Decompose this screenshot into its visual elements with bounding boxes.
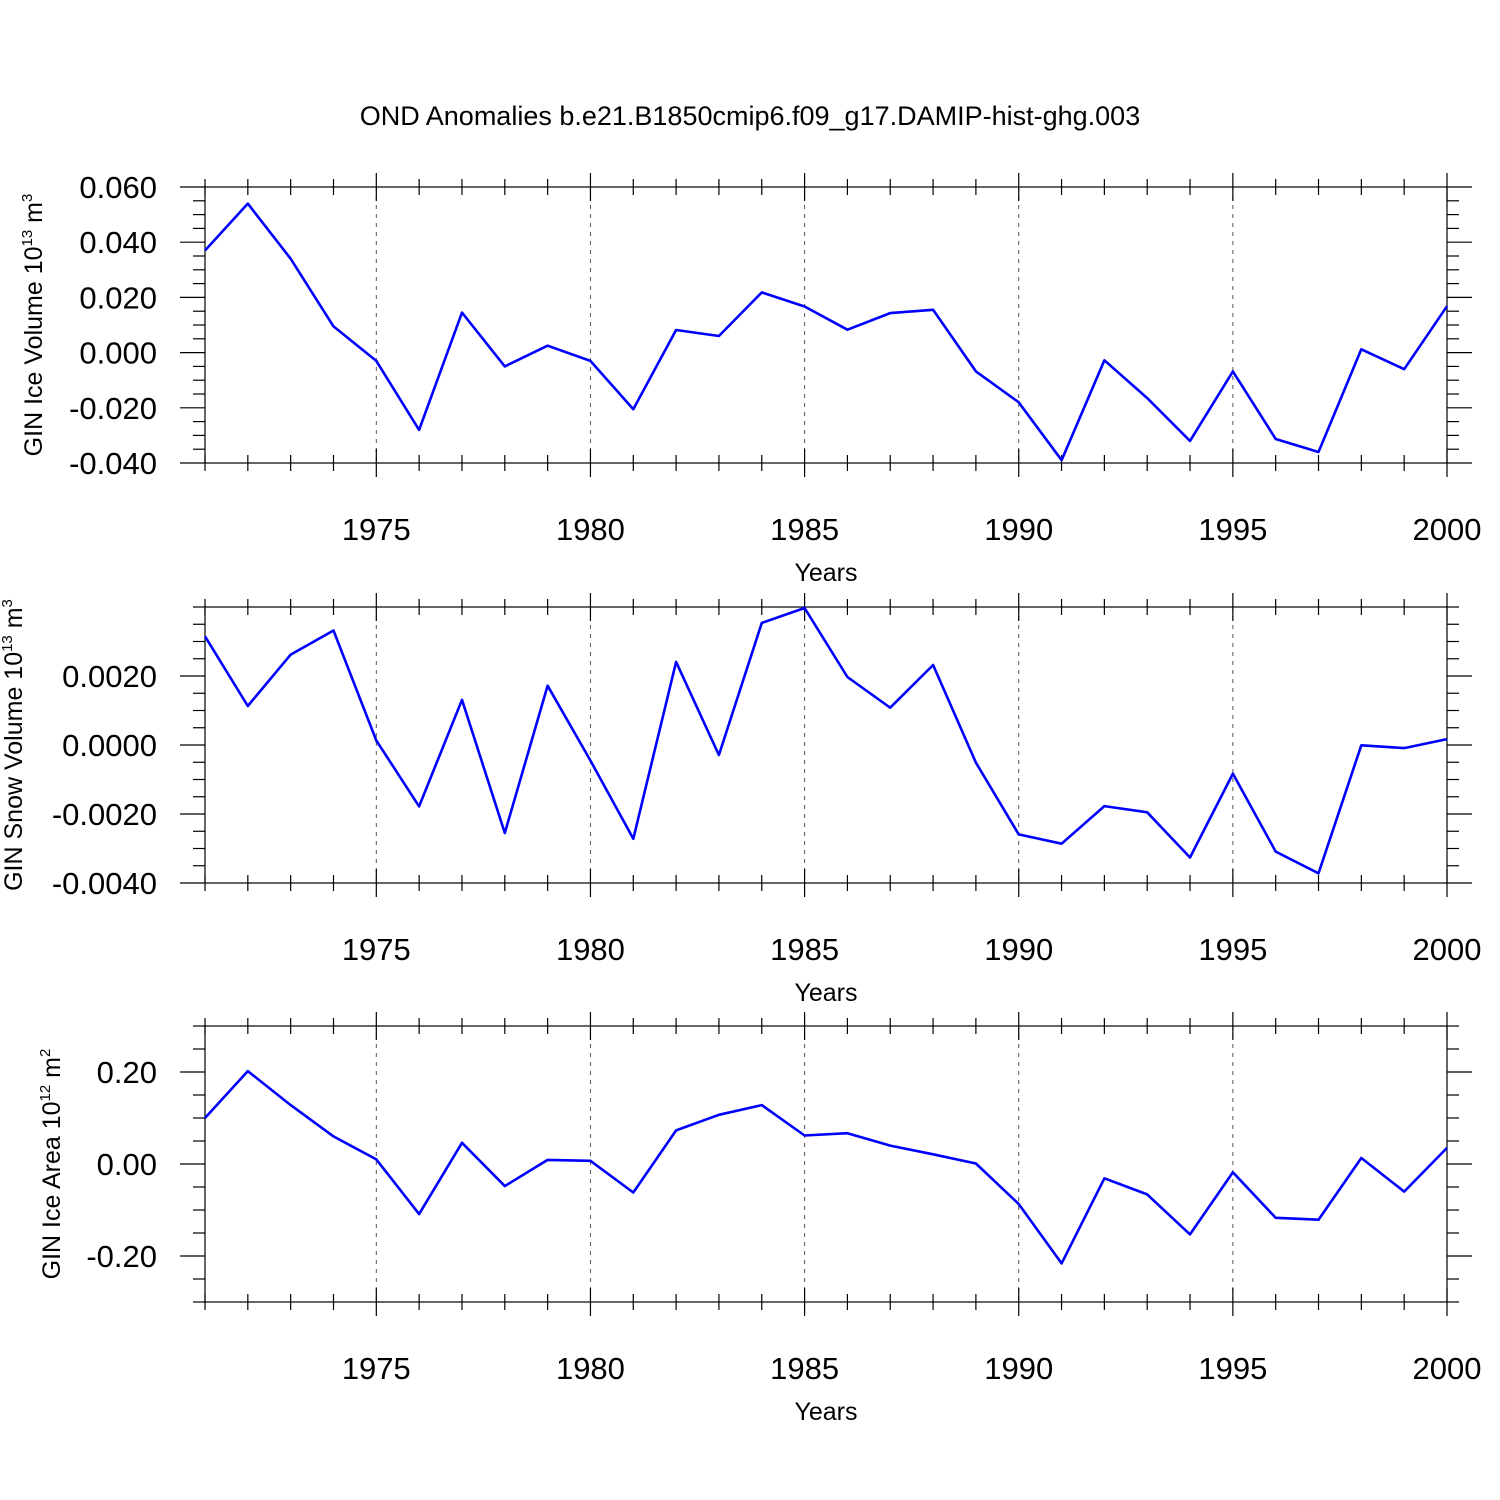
chart-panel-3: -0.20 0.00 0.20 1975 1980 1985 1990 1995 2000 Yea…	[37, 1012, 1481, 1426]
x-tick-label: 2000	[1413, 512, 1482, 547]
panels: -0.040 -0.020 0.000 0.020 0.040 0.060 1975 1980…	[0, 170, 1481, 1426]
y-axis-label-text: GIN Ice Area 10	[38, 1101, 66, 1279]
x-tick-label: 1975	[342, 512, 411, 547]
y-tick-label: -0.0020	[52, 797, 157, 832]
series-line	[203, 606, 1448, 875]
chart-panel-2: -0.0040 -0.0020 0.0000 0.0020 1975 1980 1985 19…	[0, 593, 1481, 1007]
y-axis-label-text: GIN Ice Volume 10	[20, 246, 48, 456]
y-tick-label: -0.20	[86, 1239, 157, 1274]
y-axis-label: GIN Snow Volume 1013 m3	[0, 599, 28, 891]
y-tick-label: -0.040	[69, 446, 157, 481]
y-axis-label-unit: m	[20, 202, 48, 230]
x-tick-label: 1995	[1198, 932, 1267, 967]
y-axis-label: GIN Ice Area 1012 m2	[37, 1049, 66, 1280]
series-line	[204, 1069, 1448, 1265]
y-tick-label: -0.0040	[52, 866, 157, 901]
y-axis-label-unit-exponent: 3	[0, 599, 16, 607]
y-tick-label: 0.040	[79, 225, 157, 260]
x-tick-label: 2000	[1413, 1351, 1482, 1386]
x-tick-label: 1975	[342, 932, 411, 967]
x-tick-label: 1985	[770, 932, 839, 967]
y-tick-label: 0.0020	[62, 659, 157, 694]
x-tick-label: 1990	[984, 512, 1053, 547]
series-line	[204, 202, 1449, 462]
x-tick-label: 1995	[1198, 512, 1267, 547]
x-tick-label: 1995	[1198, 1351, 1267, 1386]
chart-title: OND Anomalies b.e21.B1850cmip6.f09_g17.D…	[360, 101, 1140, 131]
y-axis-label-exponent: 13	[19, 230, 36, 247]
x-tick-label: 2000	[1413, 932, 1482, 967]
y-axis-label-text: GIN Snow Volume 10	[0, 652, 28, 891]
y-axis-label-unit-exponent: 3	[19, 194, 36, 202]
x-tick-label: 1985	[770, 512, 839, 547]
x-tick-label: 1985	[770, 1351, 839, 1386]
y-tick-label: 0.20	[97, 1055, 157, 1090]
y-axis-label: GIN Ice Volume 1013 m3	[19, 194, 48, 457]
x-axis-label: Years	[794, 1398, 857, 1426]
x-axis-label: Years	[794, 559, 857, 587]
y-tick-label: 0.00	[97, 1147, 157, 1182]
x-tick-label: 1980	[556, 1351, 625, 1386]
y-axis-label-unit-exponent: 2	[37, 1049, 54, 1057]
x-tick-label: 1990	[984, 932, 1053, 967]
y-axis-label-unit: m	[0, 607, 28, 635]
chart-panel-1: -0.040 -0.020 0.000 0.020 0.040 0.060 1975 1980…	[19, 170, 1481, 587]
y-axis-label-exponent: 12	[37, 1085, 54, 1102]
y-tick-label: -0.020	[69, 391, 157, 426]
x-axis-label: Years	[794, 979, 857, 1007]
y-tick-label: 0.0000	[62, 728, 157, 763]
x-tick-label: 1980	[556, 512, 625, 547]
y-tick-label: 0.020	[79, 280, 157, 315]
x-tick-label: 1980	[556, 932, 625, 967]
x-tick-label: 1990	[984, 1351, 1053, 1386]
y-axis-label-exponent: 13	[0, 635, 16, 652]
y-axis-label-unit: m	[38, 1057, 66, 1085]
y-tick-label: 0.060	[79, 170, 157, 205]
x-tick-label: 1975	[342, 1351, 411, 1386]
y-tick-label: 0.000	[79, 336, 157, 371]
